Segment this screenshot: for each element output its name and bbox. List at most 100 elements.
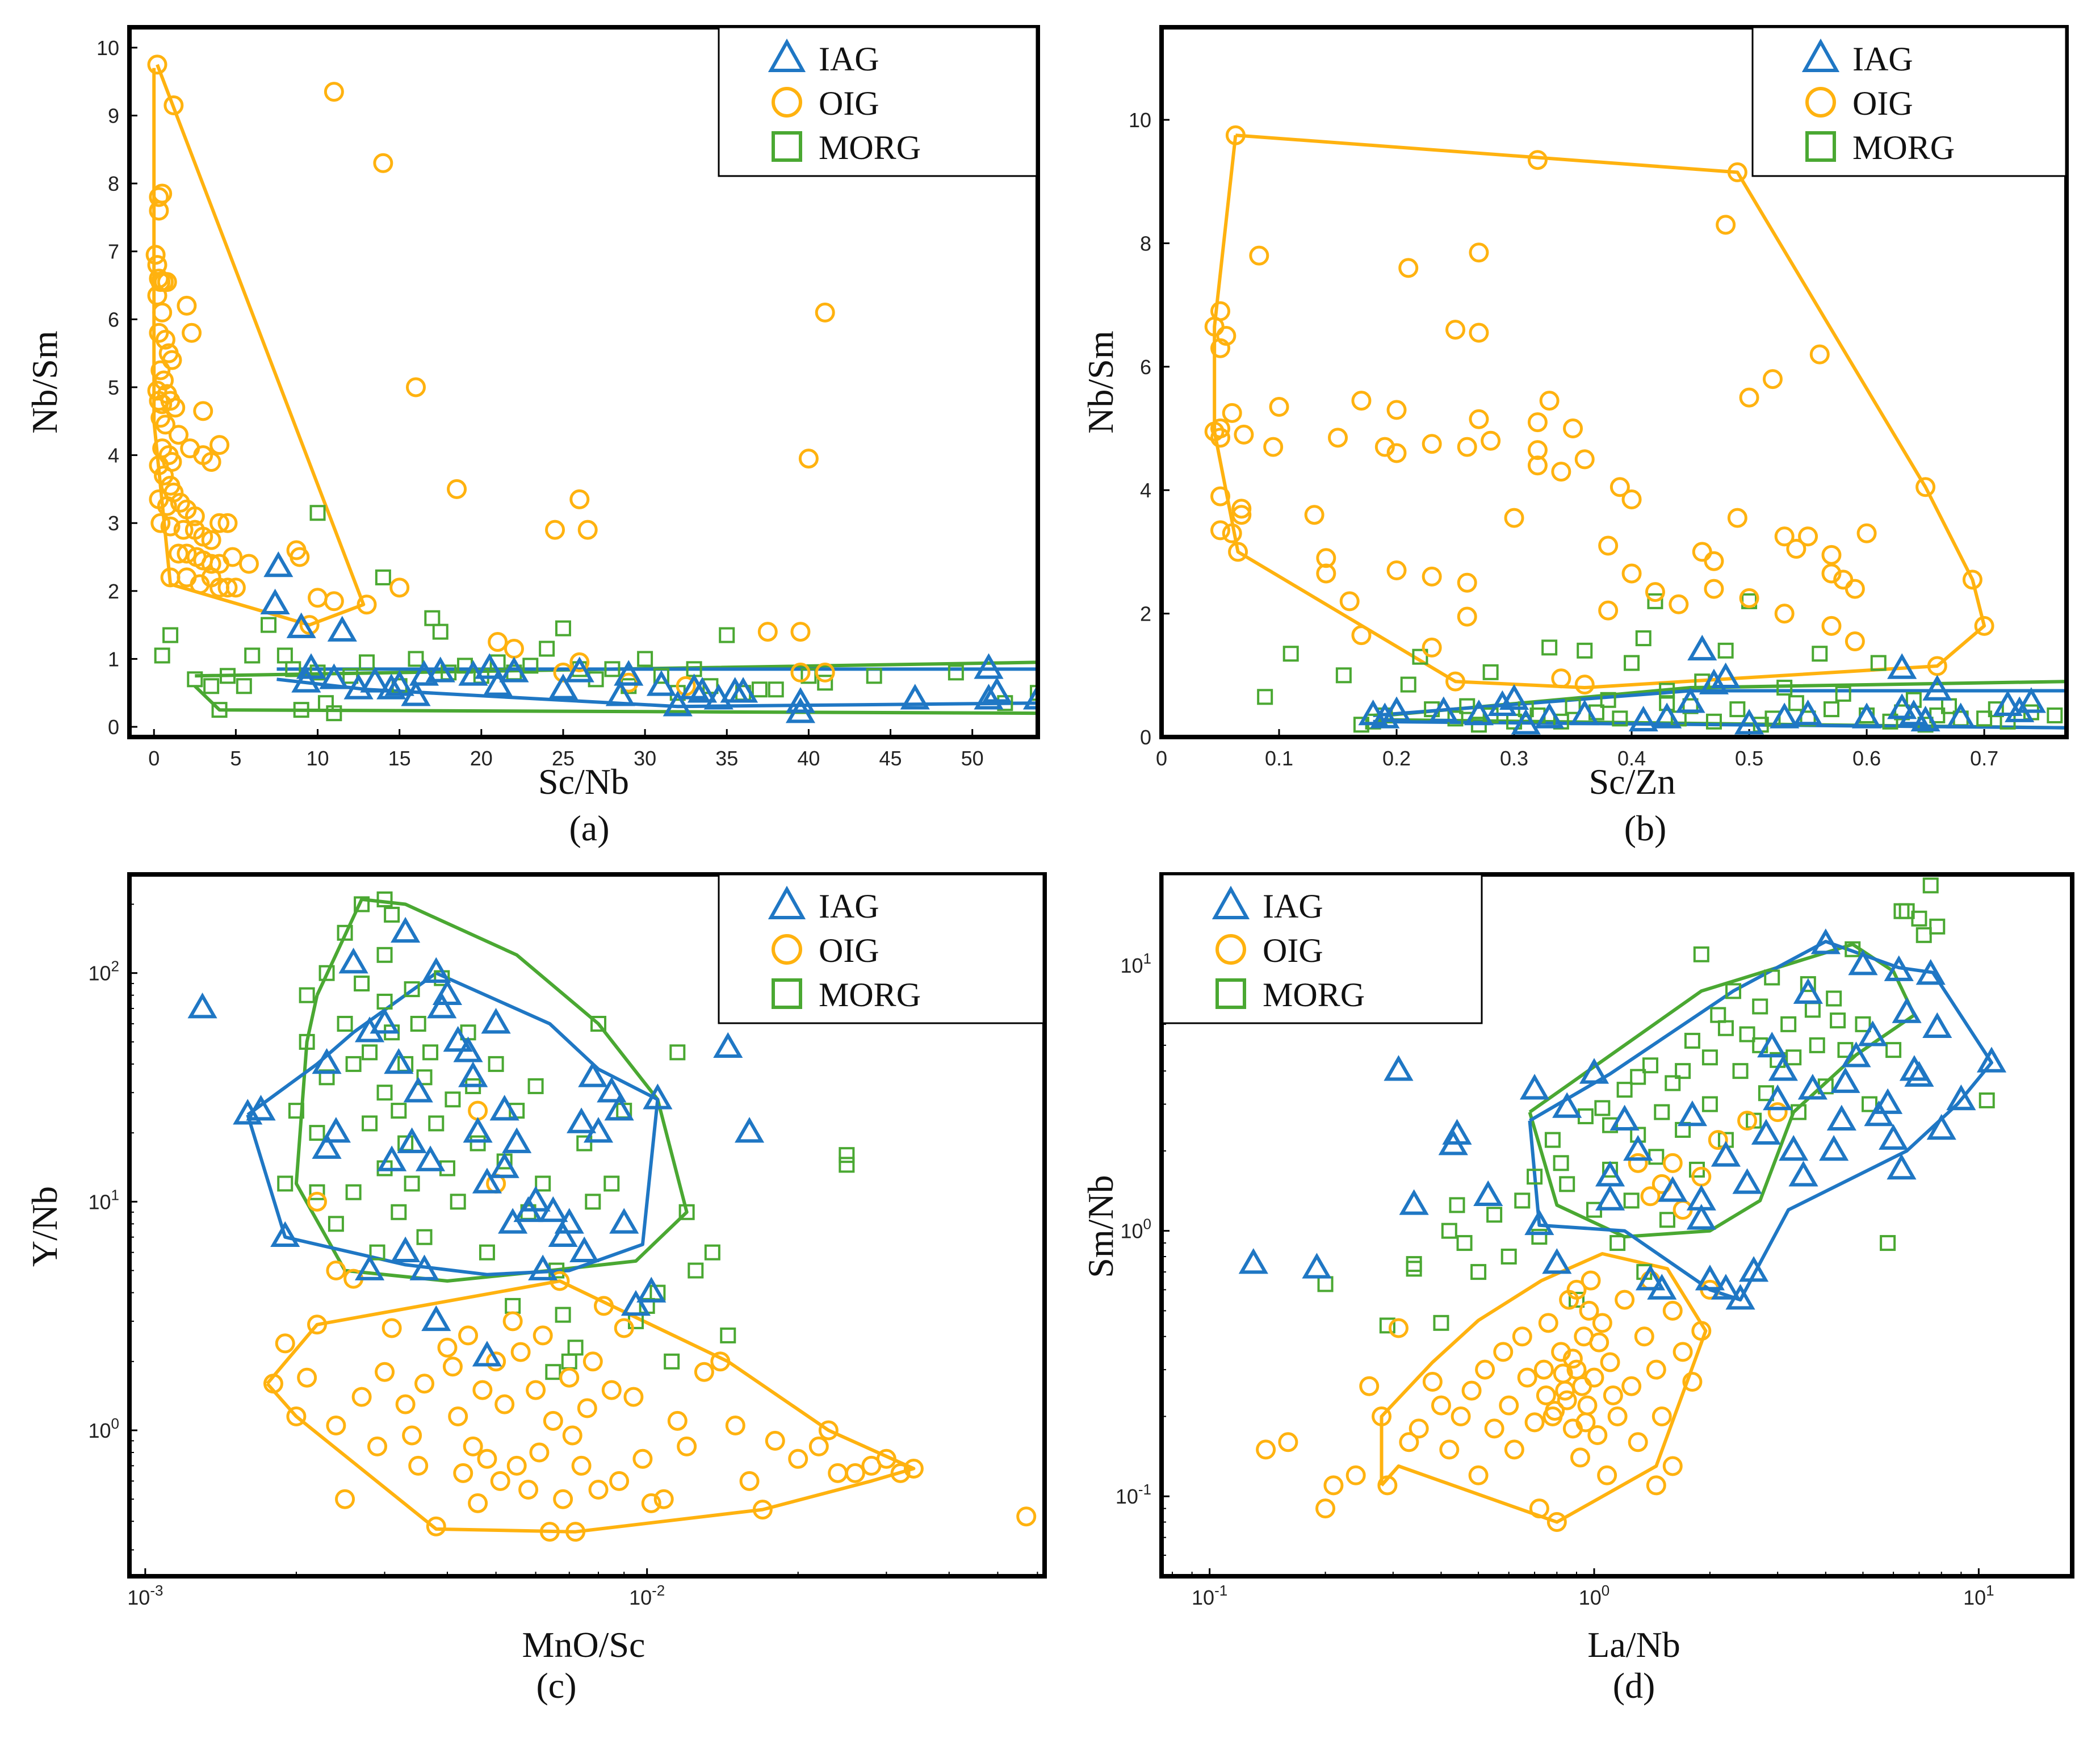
point-morg [839,1147,855,1163]
point-morg [539,640,555,657]
legend-label-morg: MORG [819,976,921,1014]
point-oig [1409,1418,1429,1439]
point-oig [152,302,173,323]
point-morg [488,1056,504,1072]
point-morg [187,671,203,688]
point-oig [1210,338,1231,358]
point-morg [299,987,315,1003]
point-oig [790,662,811,683]
point-iag [564,656,594,683]
point-iag [785,697,816,723]
point-morg [1739,1026,1755,1043]
point-morg [1577,642,1593,659]
point-oig [545,520,565,540]
point-oig [1524,1412,1545,1433]
point-iag [1695,1265,1725,1291]
point-iag [548,673,579,700]
point-morg [839,1157,855,1173]
point-morg [1710,1007,1726,1023]
series-iag [1358,634,2046,735]
point-oig [1225,125,1246,145]
x-tick-label: 0.3 [1500,747,1528,770]
point-oig [1457,606,1477,627]
point-oig [1570,1447,1590,1468]
point-oig [1646,1359,1666,1380]
point-oig [149,323,169,343]
x-tick-label: 101 [1963,1582,1994,1609]
point-iag [1464,699,1494,726]
point-oig [1598,535,1619,556]
x-tick-label: 30 [634,747,656,770]
axis-ticks: 0 0.1 0.2 0.3 0.4 0.5 0.6 0.7 0 2 4 6 8 10 [1129,108,1998,770]
point-oig [510,1342,531,1362]
point-iag [1519,1074,1550,1100]
point-morg [669,1044,686,1061]
point-iag [1623,1134,1653,1161]
point-iag [502,1127,532,1153]
panel-c: 10-3 10-2 100 101 102 IAG OIG MORG MnO/Sc Y/Nb (c) [24,872,1047,1706]
point-oig [1621,1376,1642,1396]
point-morg [1531,1229,1548,1245]
point-oig [1345,1465,1366,1485]
point-iag [1757,1031,1787,1058]
point-oig [1468,1465,1489,1485]
y-tick-label: 101 [88,1186,119,1213]
point-oig [1592,1313,1612,1333]
point-iag [1879,1124,1909,1150]
point-iag [621,1290,651,1316]
point-oig [1566,1279,1587,1300]
point-oig [1609,477,1630,497]
x-tick-label: 35 [715,747,738,770]
point-oig [1475,1359,1495,1380]
point-oig [571,1455,592,1476]
point-oig [790,622,811,642]
point-oig [1563,418,1583,439]
point-oig [1662,1300,1683,1321]
point-oig [286,1406,307,1427]
point-oig [1786,538,1806,559]
point-oig [1210,486,1231,506]
point-iag [360,667,390,693]
point-morg [1835,685,1851,702]
y-tick-label: 0 [1140,726,1151,749]
point-morg [1500,1248,1517,1265]
x-tick-label: 5 [230,747,241,770]
point-oig [502,1311,523,1332]
y-tick-label: 2 [1140,602,1151,626]
point-morg [416,1229,433,1245]
y-tick-label: 10-1 [1116,1481,1151,1508]
point-oig [494,1394,515,1414]
point-oig [798,449,819,469]
point-iag [1381,696,1412,722]
point-iag [1511,709,1541,735]
point-iag [1542,1248,1572,1274]
point-morg [1911,910,1927,927]
x-tick-label: 25 [552,747,575,770]
point-iag [1884,955,1914,981]
point-morg [1612,710,1628,727]
point-morg [154,647,170,664]
x-tick-label: 45 [879,747,902,770]
point-oig [149,200,169,221]
point-iag [409,660,439,686]
point-iag [376,673,406,700]
point-oig [1439,1439,1460,1460]
point-morg [309,1184,325,1200]
point-oig [170,492,190,513]
point-morg [1317,1276,1334,1292]
point-iag [1770,702,1800,729]
point-iag [663,690,693,717]
point-iag [1687,634,1717,661]
point-oig [177,295,197,316]
point-oig [1481,430,1501,451]
point-iag [1826,1104,1856,1131]
point-oig [458,1325,479,1346]
point-oig [1584,1367,1604,1388]
point-oig [559,1367,580,1388]
point-oig [1821,616,1842,636]
point-morg [1830,1012,1846,1029]
y-tick-label: 8 [108,172,119,195]
point-oig [185,506,205,526]
point-morg [1030,685,1038,701]
